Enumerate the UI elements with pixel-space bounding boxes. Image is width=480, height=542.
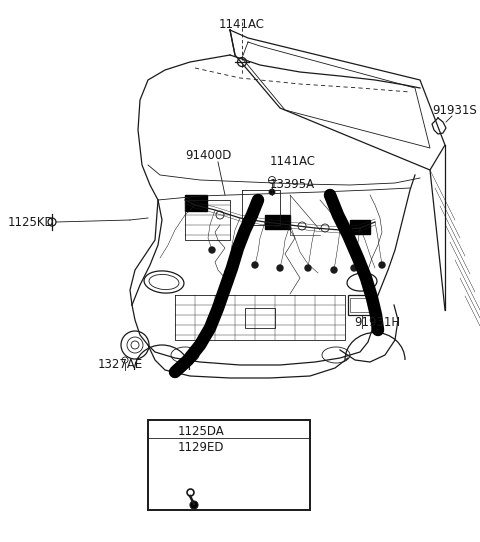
Circle shape [131, 341, 139, 349]
Circle shape [331, 267, 337, 273]
Bar [185, 195, 207, 211]
Text: 13395A: 13395A [270, 178, 315, 191]
Circle shape [190, 501, 198, 509]
Text: 91931H: 91931H [354, 316, 400, 329]
Text: 1125KD: 1125KD [8, 216, 55, 229]
Circle shape [252, 262, 258, 268]
Circle shape [379, 262, 385, 268]
Circle shape [225, 269, 231, 275]
Bar [348, 295, 376, 315]
Bar [245, 308, 275, 328]
Circle shape [305, 265, 311, 271]
Bar [350, 220, 370, 234]
Bar [265, 215, 290, 229]
Circle shape [277, 265, 283, 271]
Circle shape [269, 189, 275, 195]
Text: 91931S: 91931S [432, 104, 477, 117]
Text: 91400D: 91400D [185, 149, 231, 162]
Bar [148, 420, 310, 510]
Circle shape [122, 357, 128, 363]
Circle shape [209, 247, 215, 253]
Text: 1129ED: 1129ED [178, 441, 225, 454]
Text: 1141AC: 1141AC [270, 155, 316, 168]
Bar [350, 298, 374, 312]
Circle shape [351, 265, 357, 271]
Text: 1125DA: 1125DA [178, 425, 225, 438]
Text: 1141AC: 1141AC [219, 18, 265, 31]
Text: 1327AE: 1327AE [97, 358, 143, 371]
